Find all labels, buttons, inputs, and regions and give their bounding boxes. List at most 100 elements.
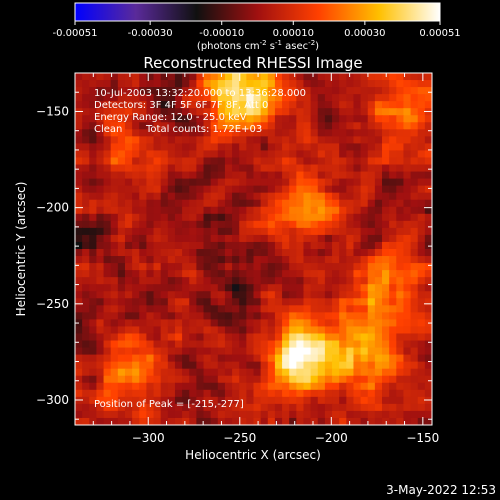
heatmap-cell — [239, 340, 247, 349]
heatmap-cell — [282, 375, 290, 384]
heatmap-cell — [196, 347, 205, 356]
heatmap-cell — [217, 150, 226, 159]
heatmap-cell — [317, 115, 326, 123]
heatmap-cell — [146, 143, 155, 152]
heatmap-cell — [367, 368, 376, 377]
heatmap-cell — [160, 171, 169, 180]
heatmap-cell — [267, 284, 276, 292]
heatmap-cell — [89, 234, 98, 243]
heatmap-cell — [332, 361, 340, 370]
heatmap-cell — [203, 368, 212, 377]
heatmap-cell — [217, 410, 226, 419]
heatmap-cell — [417, 382, 426, 391]
heatmap-cell — [210, 270, 219, 278]
heatmap-cell — [217, 143, 226, 152]
heatmap-cell — [174, 403, 183, 412]
heatmap-cell — [210, 87, 219, 95]
heatmap-cell — [103, 220, 112, 229]
heatmap-cell — [82, 213, 90, 222]
heatmap-cell — [353, 403, 362, 412]
heatmap-cell — [167, 403, 176, 412]
heatmap-cell — [246, 263, 255, 271]
heatmap-cell — [110, 270, 119, 278]
heatmap-cell — [346, 396, 355, 405]
heatmap-cell — [374, 326, 383, 335]
heatmap-cell — [317, 143, 326, 152]
heatmap-cell — [396, 361, 405, 370]
heatmap-cell — [310, 354, 319, 363]
heatmap-cell — [267, 396, 276, 405]
heatmap-cell — [417, 361, 426, 370]
heatmap-cell — [274, 241, 283, 250]
heatmap-cell — [196, 136, 205, 144]
heatmap-cell — [332, 396, 340, 405]
heatmap-cell — [282, 129, 290, 137]
heatmap-cell — [303, 249, 312, 257]
heatmap-cell — [417, 213, 426, 222]
heatmap-cell — [132, 256, 140, 264]
heatmap-cell — [410, 291, 419, 299]
heatmap-cell — [332, 354, 340, 363]
heatmap-cell — [189, 213, 197, 222]
heatmap-cell — [253, 178, 262, 187]
heatmap-cell — [260, 389, 269, 398]
heatmap-cell — [139, 241, 147, 250]
heatmap-cell — [75, 115, 83, 123]
heatmap-cell — [103, 340, 112, 349]
heatmap-cell — [103, 410, 112, 419]
heatmap-cell — [289, 87, 297, 95]
heatmap-cell — [324, 403, 333, 412]
heatmap-cell — [75, 354, 83, 363]
heatmap-cell — [282, 108, 290, 116]
heatmap-cell — [196, 333, 205, 342]
heatmap-cell — [203, 263, 212, 271]
heatmap-cell — [174, 375, 183, 384]
heatmap-cell — [296, 403, 305, 412]
heatmap-cell — [360, 333, 369, 342]
heatmap-cell — [217, 284, 226, 292]
heatmap-cell — [274, 333, 283, 342]
heatmap-cell — [196, 227, 205, 236]
heatmap-cell — [382, 80, 390, 88]
heatmap-cell — [367, 410, 376, 419]
heatmap-cell — [167, 291, 176, 299]
heatmap-cell — [153, 73, 162, 81]
heatmap-cell — [389, 73, 397, 81]
heatmap-cell — [289, 171, 297, 180]
heatmap-cell — [303, 199, 312, 208]
x-tick-label: −150 — [406, 431, 439, 445]
heatmap-cell — [224, 284, 233, 292]
heatmap-cell — [346, 143, 355, 152]
heatmap-cell — [396, 410, 405, 419]
heatmap-cell — [317, 129, 326, 137]
heatmap-cell — [239, 157, 247, 166]
heatmap-cell — [239, 185, 247, 194]
heatmap-cell — [196, 284, 205, 292]
annotation-counts: Total counts: 1.72E+03 — [145, 124, 262, 135]
heatmap-cell — [417, 143, 426, 152]
heatmap-cell — [367, 347, 376, 356]
heatmap-cell — [75, 213, 83, 222]
heatmap-cell — [89, 256, 98, 264]
heatmap-cell — [339, 319, 347, 328]
heatmap-cell — [210, 284, 219, 292]
heatmap-cell — [382, 87, 390, 95]
heatmap-cell — [203, 241, 212, 250]
heatmap-cell — [253, 206, 262, 215]
heatmap-cell — [382, 129, 390, 137]
heatmap-cell — [217, 171, 226, 180]
heatmap-cell — [403, 312, 412, 320]
heatmap-cell — [317, 164, 326, 173]
heatmap-cell — [146, 368, 155, 377]
heatmap-cell — [232, 136, 240, 144]
heatmap-cell — [232, 375, 240, 384]
heatmap-cell — [132, 115, 140, 123]
heatmap-cell — [289, 305, 297, 313]
heatmap-cell — [224, 234, 233, 243]
heatmap-cell — [360, 73, 369, 81]
heatmap-cell — [153, 305, 162, 313]
heatmap-cell — [75, 80, 83, 88]
heatmap-cell — [217, 298, 226, 306]
heatmap-cell — [196, 206, 205, 215]
heatmap-cell — [274, 375, 283, 384]
